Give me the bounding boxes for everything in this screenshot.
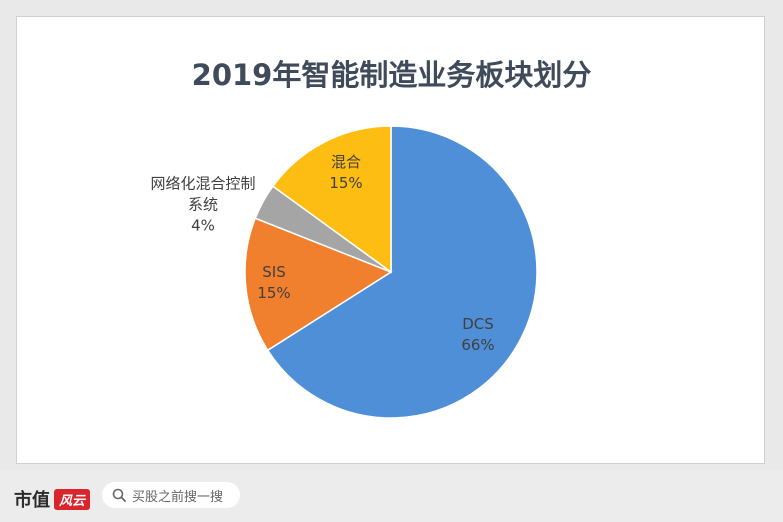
brand-logo: 市值 风云 <box>14 486 91 512</box>
brand-badge: 风云 <box>54 488 91 510</box>
pie-slice-sis <box>244 217 393 352</box>
slice-label-hybrid: 混合 15% <box>329 153 363 192</box>
chart-title: 2019年智能制造业务板块划分 <box>191 58 592 92</box>
slice-label-sis: SIS 15% <box>257 263 291 302</box>
search-icon <box>112 488 126 502</box>
slice-label-dcs: DCS 66% <box>461 315 495 354</box>
search-box[interactable]: 买股之前搜一搜 <box>102 482 240 508</box>
search-text: 买股之前搜一搜 <box>132 489 224 505</box>
pie-slice-dcs <box>266 125 538 419</box>
pie-chart <box>244 125 538 419</box>
slice-label-network-hybrid: 网络化混合控制 系统 4% <box>150 174 256 235</box>
pie-slice-hybrid <box>271 125 392 274</box>
footer-bar: 市值 风云 买股之前搜一搜 <box>0 470 783 522</box>
brand-text: 市值 <box>14 490 50 511</box>
